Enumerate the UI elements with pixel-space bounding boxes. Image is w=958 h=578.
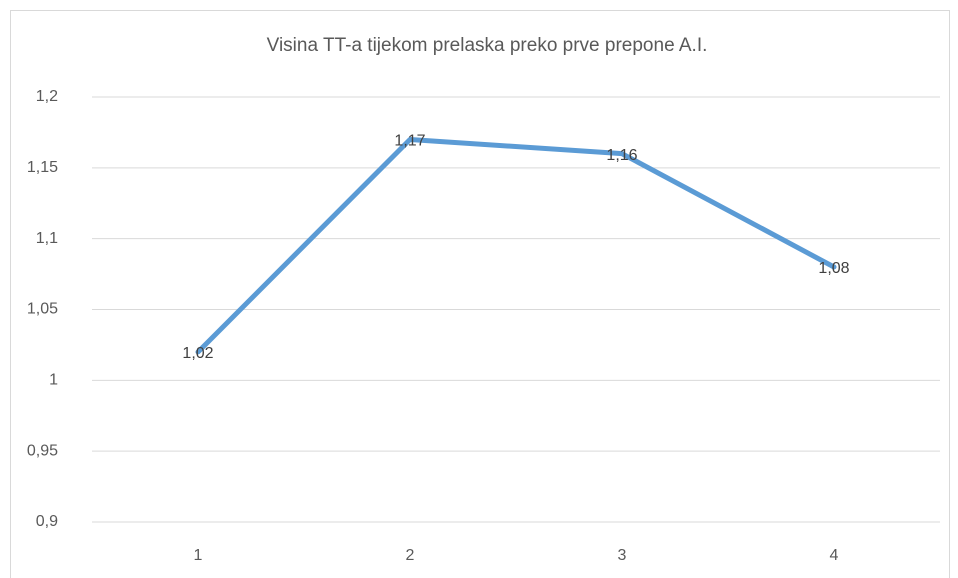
y-tick-label: 1,2	[36, 88, 58, 105]
x-tick-label: 1	[194, 547, 203, 564]
data-label: 1,02	[182, 345, 213, 362]
data-label: 1,17	[394, 133, 425, 150]
y-tick-label: 1,05	[27, 301, 58, 318]
x-tick-label: 2	[406, 547, 415, 564]
x-tick-label: 4	[830, 547, 839, 564]
y-tick-label: 1,1	[36, 230, 58, 247]
data-label: 1,08	[818, 260, 849, 277]
data-label: 1,16	[606, 147, 637, 164]
y-tick-label: 0,95	[27, 442, 58, 459]
y-tick-label: 1	[49, 372, 58, 389]
x-tick-label: 3	[618, 547, 627, 564]
y-tick-label: 1,15	[27, 159, 58, 176]
chart-border	[10, 10, 950, 578]
chart-title: Visina TT-a tijekom prelaska preko prve …	[267, 35, 708, 56]
series-line	[195, 137, 837, 355]
y-tick-label: 0,9	[36, 513, 58, 530]
